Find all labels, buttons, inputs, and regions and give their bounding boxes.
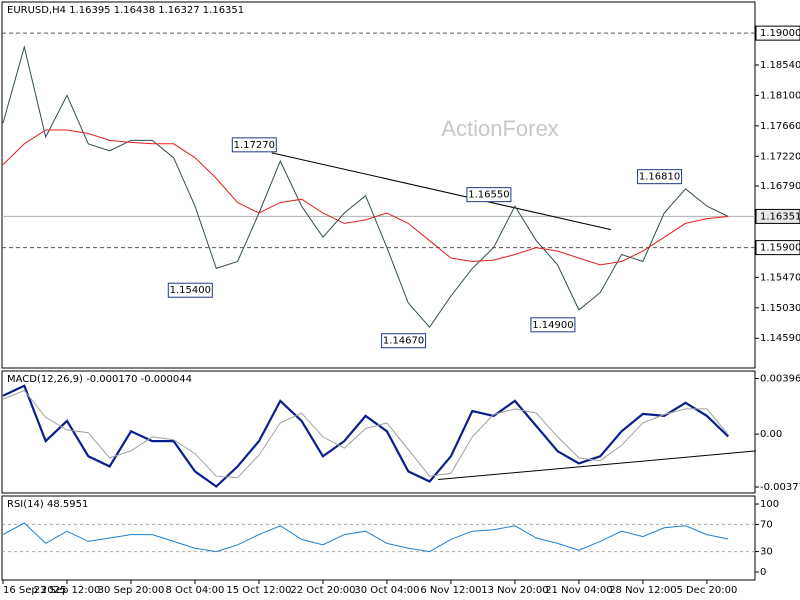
level-box: [755, 25, 800, 41]
y-tick-label: 0.003964: [760, 374, 800, 385]
level-label: 1.15900: [760, 243, 800, 254]
x-tick-label: 8 Oct 04:00: [166, 585, 225, 596]
y-tick-label: 1.18100: [760, 90, 800, 101]
y-tick-label: 1.15470: [760, 272, 800, 283]
y-tick-label: 0.00: [760, 429, 782, 440]
price-box: [637, 169, 683, 185]
y-tick-label: 100: [760, 499, 779, 510]
y-tick-label: 1.17660: [760, 121, 800, 132]
price-box: [466, 187, 512, 203]
x-tick-label: 6 Nov 12:00: [420, 585, 481, 596]
x-tick-label: 16 Sep 2025: [3, 585, 66, 596]
price-box: [530, 317, 576, 333]
level-box: [755, 240, 800, 256]
price-box: [231, 137, 277, 153]
watermark: ActionForex: [441, 116, 558, 141]
panel: [1, 370, 756, 494]
panel: [1, 495, 756, 581]
x-tick-label: 30 Sep 20:00: [98, 585, 165, 596]
y-tick-label: 70: [760, 519, 773, 530]
x-tick-label: 21 Nov 04:00: [545, 585, 612, 596]
x-tick-label: 22 Oct 20:00: [290, 585, 355, 596]
x-tick-label: 13 Nov 20:00: [481, 585, 548, 596]
x-tick-label: 30 Oct 04:00: [354, 585, 419, 596]
trendline: [271, 152, 612, 231]
level-label: 1.19000: [760, 28, 800, 39]
series-line: [2, 45, 729, 329]
series-line: [2, 389, 729, 479]
y-tick-label: 1.15030: [760, 303, 800, 314]
y-tick-label: 1.18540: [760, 60, 800, 71]
y-tick-label: 30: [760, 547, 773, 558]
y-tick-label: 1.14590: [760, 333, 800, 344]
level-box: [755, 208, 800, 224]
level-label: 1.16351: [760, 211, 800, 222]
y-tick-label: 1.17220: [760, 151, 800, 162]
price-label: 1.17270: [234, 140, 275, 151]
series-line: [2, 522, 729, 553]
panel-title: MACD(12,26,9) -0.000170 -0.000044: [7, 374, 192, 385]
panel: [1, 1, 756, 369]
price-label: 1.16550: [468, 190, 509, 201]
y-tick-label: 1.16790: [760, 181, 800, 192]
y-tick-label: 0: [760, 567, 766, 578]
series-line: [2, 129, 729, 266]
price-label: 1.15400: [170, 285, 211, 296]
price-label: 1.14900: [532, 320, 573, 331]
panel-title: EURUSD,H4 1.16395 1.16438 1.16327 1.1635…: [7, 5, 244, 16]
y-tick-label: -0.003774: [760, 482, 800, 493]
panel-title: RSI(14) 48.5951: [7, 499, 88, 510]
x-tick-label: 5 Dec 20:00: [676, 585, 737, 596]
price-label: 1.16810: [639, 172, 680, 183]
price-box: [167, 282, 213, 298]
x-tick-label: 15 Oct 12:00: [226, 585, 291, 596]
x-tick-label: 23 Sep 12:00: [34, 585, 101, 596]
trendline: [438, 450, 756, 481]
price-box: [381, 333, 427, 349]
x-tick-label: 28 Nov 12:00: [609, 585, 676, 596]
series-line: [2, 384, 729, 488]
price-label: 1.14670: [383, 336, 424, 347]
